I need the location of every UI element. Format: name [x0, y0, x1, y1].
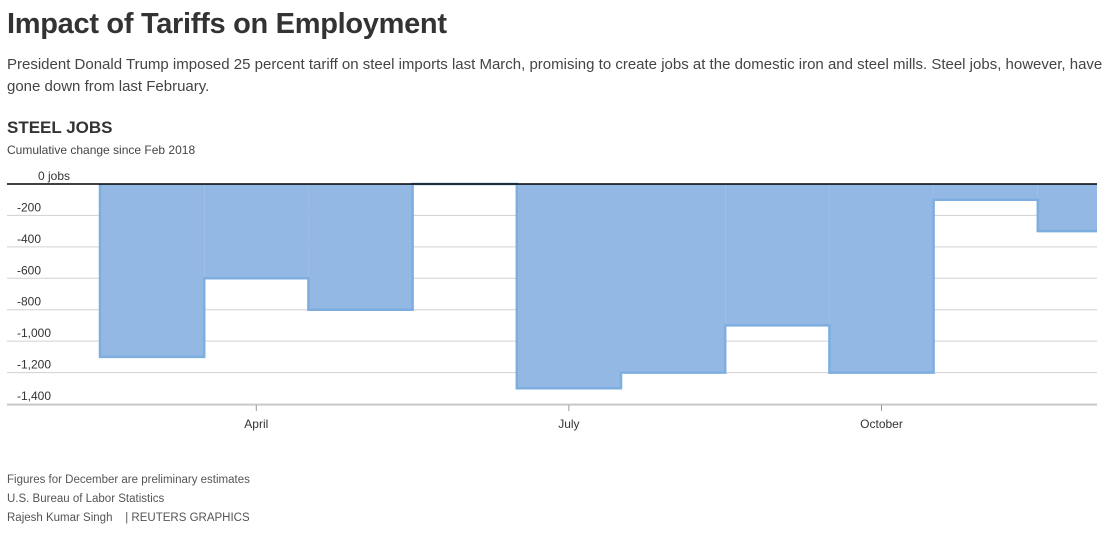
area-step-segment	[621, 184, 726, 373]
area-series	[98, 182, 1097, 390]
area-step-segment	[725, 184, 830, 326]
area-step-segment	[100, 184, 205, 357]
chart-heading: STEEL JOBS	[7, 118, 113, 137]
y-tick-label: -1,200	[17, 358, 51, 372]
x-axis: April July October	[7, 404, 1097, 431]
area-step-segment	[516, 184, 621, 389]
footer-note: Figures for December are preliminary est…	[7, 474, 250, 486]
area-step-segment	[308, 184, 413, 310]
y-tick-label: -1,000	[17, 326, 51, 340]
area-step-segment	[204, 184, 309, 279]
page-subtitle: President Donald Trump imposed 25 percen…	[7, 56, 1103, 95]
area-step-segment	[829, 184, 934, 373]
y-tick-label: -800	[17, 295, 41, 309]
footer-credit: Rajesh Kumar Singh | REUTERS GRAPHICS	[7, 512, 250, 524]
y-tick-label: -600	[17, 263, 41, 277]
x-tick-label: July	[558, 417, 579, 431]
y-tick-label: 0 jobs	[38, 169, 70, 183]
y-axis-labels: 0 jobs -200 -400 -600 -800 -1,000 -1,200 -1,400	[17, 169, 70, 403]
area-step-segment	[933, 184, 1038, 200]
y-tick-label: -200	[17, 200, 41, 214]
area-step-segment	[1037, 184, 1097, 232]
steel-jobs-chart: 0 jobs -200 -400 -600 -800 -1,000 -1,200 -1,400…	[7, 169, 1097, 431]
step-line	[98, 182, 1097, 390]
footer-source: U.S. Bureau of Labor Statistics	[7, 493, 165, 505]
y-tick-label: -1,400	[17, 389, 51, 403]
y-tick-label: -400	[17, 232, 41, 246]
page-title: Impact of Tariffs on Employment	[7, 8, 447, 40]
chart-subheading: Cumulative change since Feb 2018	[7, 143, 196, 157]
x-tick-label: October	[860, 417, 903, 431]
x-tick-label: April	[244, 417, 268, 431]
